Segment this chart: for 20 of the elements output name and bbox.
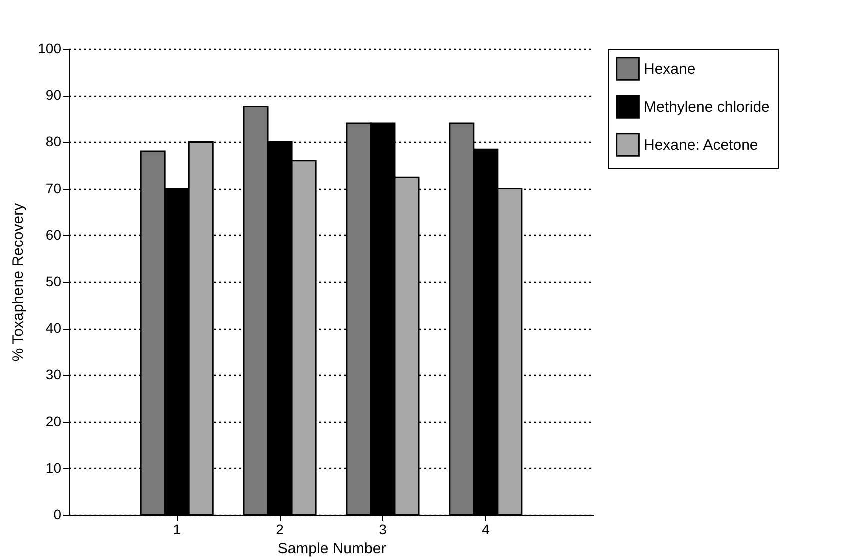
legend-label: Hexane: Acetone xyxy=(644,137,758,154)
legend-label: Methylene chloride xyxy=(644,99,770,116)
x-tick-label: 1 xyxy=(173,522,182,538)
y-tick-label: 10 xyxy=(46,460,62,476)
y-tick-label: 0 xyxy=(54,506,62,522)
y-axis-title: % Toxaphene Recovery xyxy=(10,202,28,362)
x-tick-label: 4 xyxy=(482,522,490,538)
x-tick-label: 2 xyxy=(276,522,284,538)
y-tick-label: 40 xyxy=(46,320,62,336)
y-tick-label: 60 xyxy=(46,226,62,243)
y-tick-label: 70 xyxy=(46,180,62,196)
y-tick-label: 30 xyxy=(46,366,62,383)
y-tick-label: 50 xyxy=(46,274,62,290)
y-tick-label: 90 xyxy=(46,87,62,104)
x-tick-label: 3 xyxy=(379,522,388,538)
y-tick-label: 80 xyxy=(46,134,62,150)
x-axis-title: Sample Number xyxy=(278,540,386,557)
y-tick-label: 20 xyxy=(46,413,62,430)
y-tick-label: 100 xyxy=(38,40,62,56)
legend-label: Hexane xyxy=(644,61,696,78)
